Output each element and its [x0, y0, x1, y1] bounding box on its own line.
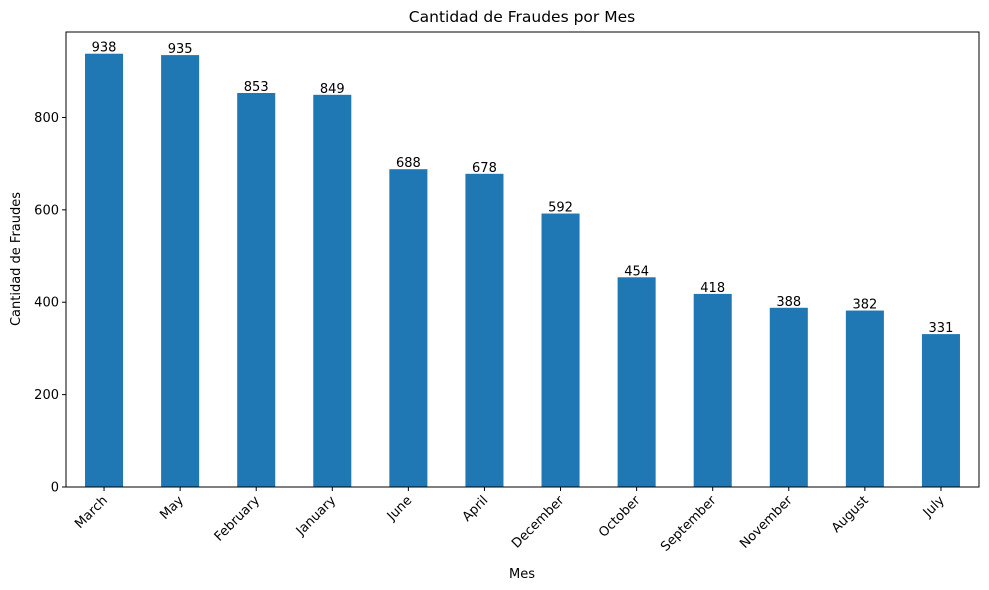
data-label-january: 849 [320, 82, 345, 97]
y-axis: 0 200 400 600 800 [34, 111, 66, 496]
bar-november [769, 307, 808, 487]
data-label-june: 688 [396, 156, 421, 171]
bar-june [389, 169, 428, 488]
x-tick-label-july: July [920, 493, 948, 521]
y-tick-label-0: 0 [51, 481, 59, 496]
y-axis-label: Cantidad de Fraudes [9, 192, 24, 326]
x-axis: March May February January June April December… [72, 487, 948, 555]
bar-august [845, 310, 884, 487]
x-tick-label-january: January [293, 493, 339, 539]
bar-may [161, 55, 200, 488]
bar-september [693, 293, 732, 487]
bar-july [921, 334, 960, 487]
bar-january [313, 94, 352, 488]
x-tick-label-november: November [737, 493, 796, 552]
bar-april [465, 173, 504, 487]
bar-october [617, 277, 656, 487]
bar-february [237, 92, 276, 488]
y-tick-label-200: 200 [34, 388, 59, 403]
data-label-august: 382 [852, 298, 877, 313]
data-label-october: 454 [624, 264, 649, 279]
data-label-november: 388 [776, 295, 801, 310]
bars-group [85, 53, 960, 488]
x-tick-label-april: April [460, 493, 492, 525]
bar-december [541, 213, 580, 487]
data-label-july: 331 [929, 321, 954, 336]
data-label-december: 592 [548, 201, 573, 216]
data-label-february: 853 [244, 80, 269, 95]
bar-march [85, 53, 124, 487]
x-tick-label-october: October [596, 493, 644, 541]
x-tick-label-september: September [658, 493, 720, 555]
y-tick-label-400: 400 [34, 296, 59, 311]
data-labels-group: 938 935 853 849 688 678 592 454 418 388 382 331 [92, 41, 954, 336]
x-tick-label-march: March [72, 493, 111, 532]
x-tick-label-december: December [509, 493, 568, 552]
x-tick-label-may: May [157, 493, 187, 523]
plot-frame [65, 31, 980, 488]
x-tick-label-february: February [212, 493, 264, 545]
data-label-may: 935 [168, 42, 193, 57]
y-tick-label-600: 600 [34, 203, 59, 218]
data-label-march: 938 [92, 41, 117, 56]
x-axis-label: Mes [509, 567, 535, 582]
chart-title: Cantidad de Fraudes por Mes [409, 8, 635, 26]
data-label-april: 678 [472, 161, 497, 176]
y-tick-label-800: 800 [34, 111, 59, 126]
x-tick-label-august: August [829, 493, 872, 536]
data-label-september: 418 [700, 281, 725, 296]
x-tick-label-june: June [384, 493, 415, 524]
